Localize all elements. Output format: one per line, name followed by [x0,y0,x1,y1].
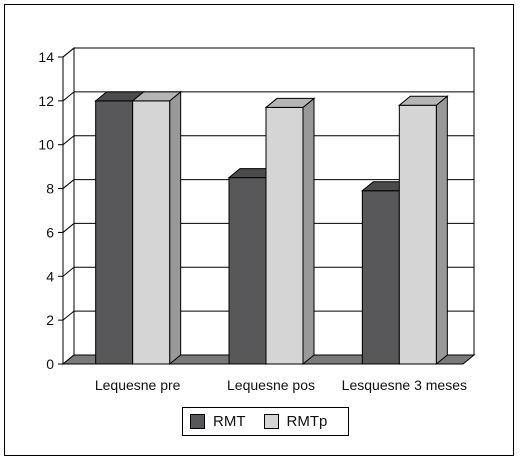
bars [94,90,449,366]
bar-front [95,100,134,365]
gridline-side [62,179,75,189]
bar-front [361,190,400,365]
side-wall [62,46,75,366]
chart-legend: RMT RMTp [182,407,349,436]
bar-rmtp-0 [131,90,183,366]
gridline-side [62,91,75,102]
bar-side [435,95,448,366]
gridline-side [62,310,75,321]
bar-top [131,91,183,102]
gridline-side [62,266,75,277]
x-tick-label: Lequesne pre [95,377,181,393]
legend-swatch-rmt [190,414,205,429]
bar-side [169,90,182,366]
bar-front [265,106,304,365]
gridline-side [62,47,75,58]
y-tick-label: 8 [46,181,54,197]
y-tick-label: 12 [38,93,54,109]
bar-front [228,177,267,365]
y-tick-label: 2 [46,312,54,328]
axis-labels: 0 2 4 6 8 10 12 14 Lequesne pre Lequesne pos Lesqu… [38,49,467,393]
y-tick-label: 10 [38,137,54,153]
x-tick-label: Lequesne pos [227,377,315,393]
bar-front [132,100,171,365]
bar-rmtp-2 [397,95,449,366]
legend-label-rmt: RMT [213,413,246,430]
y-axis [58,56,64,365]
gridline-side [62,135,75,146]
bar-front [398,104,437,365]
bar-rmtp-1 [264,97,316,366]
gridline-side [62,223,75,233]
x-tick-label: Lesquesne 3 meses [342,377,467,393]
y-tick-label: 0 [46,356,54,372]
bar-side [302,97,315,366]
bar-top [397,95,449,106]
y-tick-label: 6 [46,224,54,240]
legend-item-rmt: RMT [190,413,246,430]
bar-top [264,97,316,108]
y-tick-label: 4 [46,268,54,284]
legend-swatch-rmtp [263,414,279,429]
y-tick-label: 14 [38,49,54,65]
legend-label-rmtp: RMTp [286,413,328,430]
legend-item-rmtp: RMTp [263,413,328,430]
